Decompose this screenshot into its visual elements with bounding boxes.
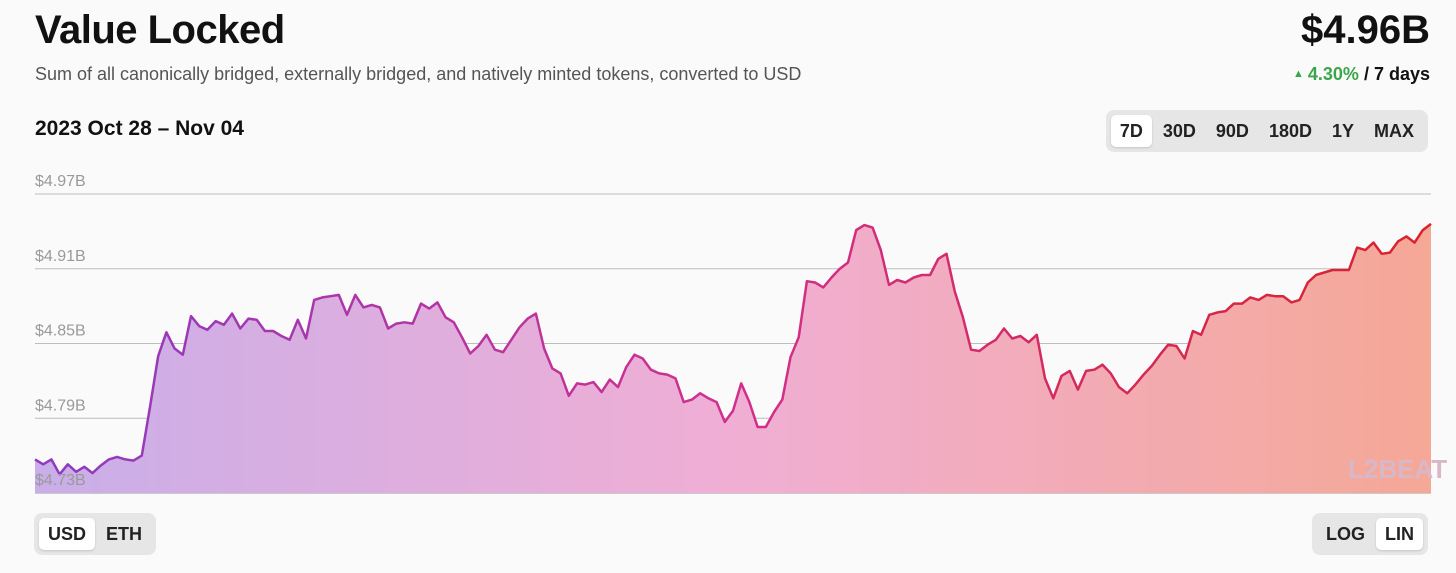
period-max-button[interactable]: MAX (1374, 121, 1414, 141)
value-locked-chart: $4.73B $4.79B $4.85B $4.91B $4.97B L2BEAT (34, 173, 1447, 494)
scale-selector: LOG LIN (1312, 513, 1428, 555)
l2beat-watermark: L2BEAT (1348, 454, 1447, 484)
change-indicator: ▲ 4.30% / 7 days (1293, 64, 1430, 85)
page-subtitle: Sum of all canonically bridged, external… (35, 64, 802, 84)
up-triangle-icon: ▲ (1293, 68, 1304, 80)
period-selector: 7D 30D 90D 180D 1Y MAX (1105, 110, 1428, 152)
scale-log-button[interactable]: LOG (1326, 524, 1365, 544)
period-1y-button[interactable]: 1Y (1331, 121, 1354, 141)
value-area-fill (35, 223, 1431, 493)
period-180d-button[interactable]: 180D (1268, 121, 1312, 141)
total-value: $4.96B (1301, 8, 1430, 52)
currency-usd-button[interactable]: USD (39, 518, 96, 550)
change-period: / 7 days (1363, 64, 1430, 84)
y-tick-label: $4.85B (35, 323, 86, 340)
y-tick-label: $4.73B (35, 472, 86, 489)
y-tick-label: $4.91B (35, 248, 86, 265)
currency-eth-button[interactable]: ETH (106, 524, 143, 544)
period-7d-button[interactable]: 7D (1110, 115, 1152, 147)
currency-selector: USD ETH (34, 513, 157, 555)
period-30d-button[interactable]: 30D (1162, 121, 1196, 141)
date-range: 2023 Oct 28 – Nov 04 (35, 117, 244, 140)
scale-lin-button[interactable]: LIN (1376, 518, 1423, 550)
page-title: Value Locked (35, 8, 285, 52)
change-percent: 4.30% (1307, 64, 1359, 84)
y-tick-label: $4.97B (35, 173, 86, 190)
y-tick-label: $4.79B (35, 397, 86, 414)
value-line (34, 222, 1432, 476)
period-90d-button[interactable]: 90D (1215, 121, 1249, 141)
